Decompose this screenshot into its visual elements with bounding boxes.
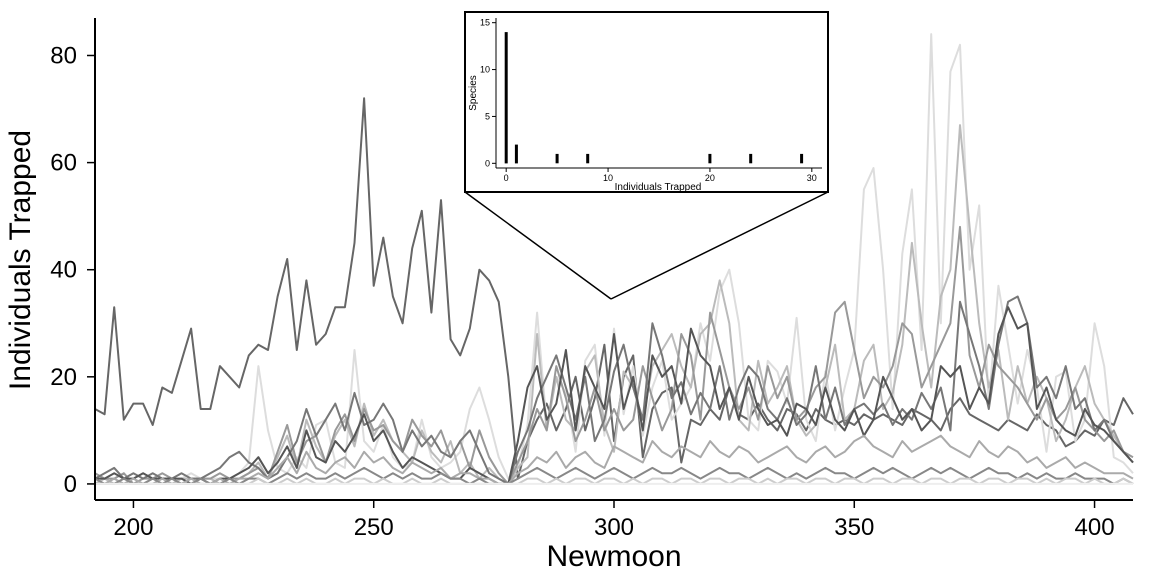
inset-chart: 0 5 10 15 0 10 20 30 Individuals Trapped Speci… [464, 11, 829, 300]
x-tick-label: 400 [1075, 514, 1115, 541]
inset-x-ticks: 0 10 20 30 [504, 168, 817, 183]
inset-y-tick-label: 5 [485, 111, 490, 121]
inset-bar [800, 153, 804, 164]
x-tick-label: 300 [594, 514, 634, 541]
y-tick-label: 40 [50, 257, 77, 284]
inset-y-tick-label: 0 [485, 158, 490, 168]
inset-y-axis-title: Species [468, 75, 479, 111]
x-ticks: 200 250 300 350 400 [113, 500, 1115, 541]
inset-bar [749, 153, 753, 164]
inset-bar [708, 153, 712, 164]
x-axis-title: Newmoon [546, 540, 681, 573]
y-ticks: 0 20 40 60 80 [50, 42, 95, 498]
y-tick-label: 80 [50, 42, 77, 69]
inset-connector-right [610, 191, 829, 300]
inset-x-tick-label: 20 [705, 173, 715, 183]
series-line-1 [94, 97, 1134, 480]
inset-frame [464, 11, 829, 193]
series-layer [94, 33, 1134, 485]
inset-y-tick-label: 10 [480, 65, 490, 75]
inset-bar [555, 153, 559, 164]
inset-bar [504, 32, 508, 164]
inset-y-ticks: 0 5 10 15 [480, 18, 496, 168]
y-axis-title: Individuals Trapped [4, 130, 37, 390]
x-tick-label: 200 [113, 514, 153, 541]
x-tick-label: 350 [834, 514, 874, 541]
series-line-7 [95, 434, 1134, 485]
inset-y-tick-label: 15 [480, 18, 490, 28]
inset-bars [504, 32, 804, 164]
inset-bar [514, 144, 518, 164]
series-line-2 [95, 33, 1134, 485]
inset-bar [586, 153, 590, 164]
y-tick-label: 60 [50, 150, 77, 177]
y-tick-label: 0 [64, 471, 77, 498]
x-tick-label: 250 [354, 514, 394, 541]
inset-x-tick-label: 0 [504, 173, 509, 183]
series-line-6 [95, 306, 1134, 485]
inset-x-tick-label: 10 [603, 173, 613, 183]
inset-x-tick-label: 30 [807, 173, 817, 183]
y-tick-label: 20 [50, 364, 77, 391]
inset-x-axis-title: Individuals Trapped [615, 182, 702, 193]
inset-connector-left [464, 191, 612, 300]
